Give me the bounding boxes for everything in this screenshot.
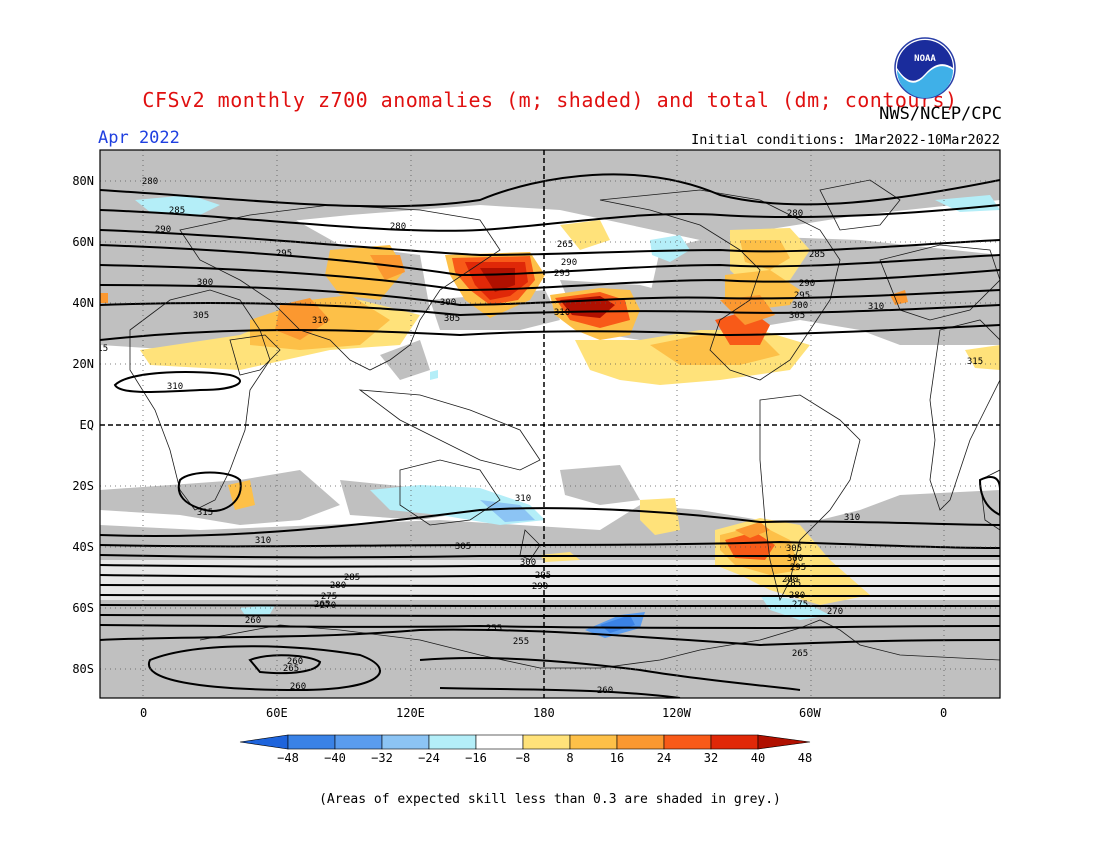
contour-label: 300 — [792, 301, 808, 311]
gridlines — [100, 150, 1000, 698]
contour-label: 265 — [283, 664, 299, 674]
contour-label: 310 — [167, 382, 183, 392]
height-contours — [100, 173, 1000, 698]
colorbar-label: 40 — [750, 751, 766, 765]
contour-label: 300 — [787, 554, 803, 564]
lon-label: 60E — [266, 706, 288, 720]
contour-label: 310 — [312, 316, 328, 326]
lat-label: 40N — [72, 296, 94, 310]
contour-label: 280 — [390, 222, 406, 232]
contour-label: 285 — [809, 250, 825, 260]
skill-footnote: (Areas of expected skill less than 0.3 a… — [319, 792, 781, 807]
contour-label: 285 — [169, 206, 185, 216]
contour-label: 260 — [287, 657, 303, 667]
lat-label: 60S — [72, 601, 94, 615]
contour-label: 295 — [554, 269, 570, 279]
colorbar-label: 24 — [656, 751, 672, 765]
contour-label: 280 — [787, 209, 803, 219]
contour-label: 290 — [155, 225, 171, 235]
contour-label: 280 — [789, 591, 805, 601]
contour-label: 265 — [314, 600, 330, 610]
contour-label: 295 — [794, 291, 810, 301]
contour-label: 295 — [276, 249, 292, 259]
contour-label: 310 — [255, 536, 271, 546]
lon-label: 180 — [533, 706, 555, 720]
agency-label: NWS/NCEP/CPC — [879, 104, 1002, 124]
contour-label: 265 — [557, 240, 573, 250]
contour-label: 285 — [785, 579, 801, 589]
colorbar-label: −32 — [371, 751, 393, 765]
lat-label: EQ — [79, 418, 94, 432]
contour-label: 315 — [92, 344, 108, 354]
colorbar-label: −8 — [515, 751, 531, 765]
contour-label: 255 — [513, 637, 529, 647]
lon-label: 120W — [662, 706, 691, 720]
contour-label: 295 — [535, 571, 551, 581]
noaa-logo-icon: NOAA — [894, 37, 956, 99]
contour-label: 265 — [792, 649, 808, 659]
forecast-period: Apr 2022 — [98, 128, 180, 148]
contour-label: 305 — [455, 542, 471, 552]
colorbar-label: −40 — [324, 751, 346, 765]
colorbar-label: −16 — [465, 751, 487, 765]
contour-label: 310 — [554, 308, 570, 318]
contour-label: 315 — [197, 508, 213, 518]
contour-label: 310 — [844, 513, 860, 523]
eq-line — [100, 150, 1000, 698]
lon-label: 120E — [396, 706, 425, 720]
contour-label: 260 — [290, 682, 306, 692]
contour-label: 305 — [444, 314, 460, 324]
contour-label: 315 — [967, 357, 983, 367]
lon-label: 0 — [140, 706, 148, 720]
contour-label: 305 — [193, 311, 209, 321]
chart-title: CFSv2 monthly z700 anomalies (m; shaded)… — [142, 88, 958, 112]
contour-label: 280 — [142, 177, 158, 187]
contour-label: 310 — [515, 494, 531, 504]
lat-label: 80N — [72, 174, 94, 188]
contour-label: 290 — [799, 279, 815, 289]
contour-label: 255 — [486, 624, 502, 634]
contour-label: 275 — [792, 600, 808, 610]
lon-label: 0 — [940, 706, 948, 720]
colorbar-label: −24 — [418, 751, 440, 765]
contour-label: 290 — [782, 575, 798, 585]
lat-label: 80S — [72, 662, 94, 676]
colorbar-label: 32 — [703, 751, 719, 765]
initial-conditions: Initial conditions: 1Mar2022-10Mar2022 — [691, 132, 1000, 148]
contour-label: 260 — [245, 616, 261, 626]
contour-label: 300 — [197, 278, 213, 288]
contour-label: 305 — [786, 544, 802, 554]
contour-label: 300 — [520, 558, 536, 568]
contour-label: 295 — [790, 563, 806, 573]
contour-label: 305 — [789, 311, 805, 321]
lon-label: 60W — [799, 706, 821, 720]
contour-label: 275 — [321, 592, 337, 602]
lat-label: 20S — [72, 479, 94, 493]
lat-label: 20N — [72, 357, 94, 371]
contour-label: 270 — [320, 601, 336, 611]
logo-text: NOAA — [914, 54, 936, 64]
contour-label: 270 — [827, 607, 843, 617]
map-frame — [99, 149, 1001, 699]
contour-label: 290 — [532, 582, 548, 592]
contour-label: 290 — [561, 258, 577, 268]
contour-label: 280 — [330, 581, 346, 591]
contour-label: 285 — [344, 573, 360, 583]
colorbar-label: 8 — [566, 751, 574, 765]
colorbar-label: −48 — [277, 751, 299, 765]
lat-label: 40S — [72, 540, 94, 554]
colorbar-label: 48 — [797, 751, 813, 765]
colorbar-label: 16 — [609, 751, 625, 765]
lat-label: 60N — [72, 235, 94, 249]
contour-label: 310 — [868, 302, 884, 312]
contour-label: 300 — [440, 298, 456, 308]
contour-label: 260 — [597, 686, 613, 696]
